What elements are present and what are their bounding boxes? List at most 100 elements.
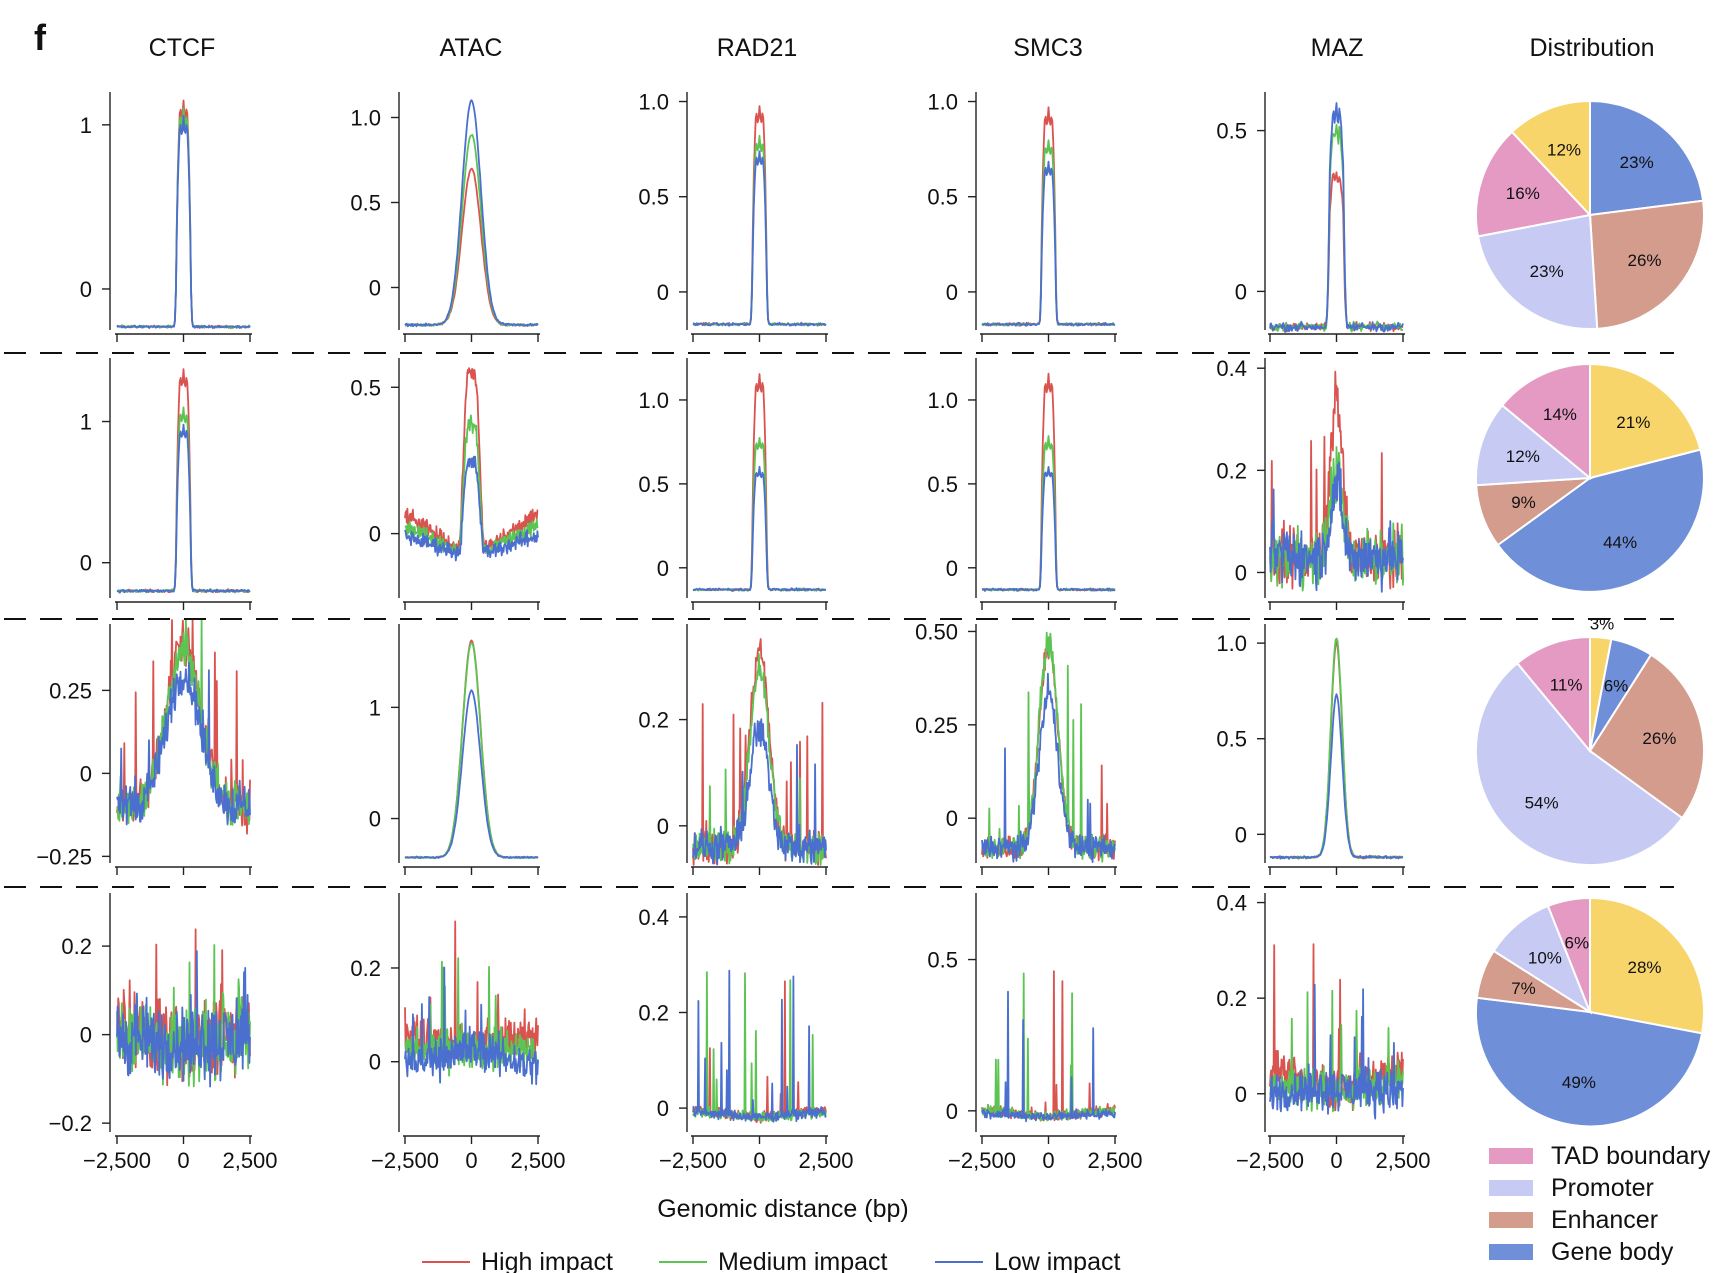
pie-slice-genebody: [1496, 448, 1705, 593]
panel-r1-ctcf: 01: [80, 92, 252, 342]
x-tick-label: −2,500: [371, 1148, 439, 1173]
y-tick-label: 0: [946, 806, 958, 831]
y-tick-label: 0.2: [1216, 458, 1247, 483]
series-line-medium: [116, 406, 251, 594]
x-tick-label: −2,500: [1236, 1148, 1304, 1173]
pie-label: 3%: [1590, 615, 1615, 634]
y-tick-label: −0.2: [49, 1111, 92, 1136]
pie-label: 16%: [1506, 184, 1540, 203]
panel-r4-rad21: 0 0.2 0.4 −2,500 0 2,500: [638, 893, 854, 1173]
series-line-low: [981, 672, 1116, 863]
y-tick-label: 0: [80, 761, 92, 786]
y-tick-label: 0.50: [915, 619, 958, 644]
series-line-low: [404, 455, 539, 562]
legend-label-promoter: Promoter: [1551, 1174, 1654, 1202]
y-tick-label: 0: [1235, 1082, 1247, 1107]
pie-label: 11%: [1550, 676, 1583, 695]
y-tick-label: 1.0: [927, 388, 958, 413]
y-tick-label: 0.5: [638, 185, 669, 210]
y-tick-label: 0.4: [1216, 891, 1247, 916]
series-line-low: [116, 950, 251, 1088]
pie-label: 44%: [1603, 533, 1637, 552]
series-line-low: [1269, 102, 1404, 333]
panel-r2-maz: 0 0.2 0.4: [1216, 356, 1405, 610]
y-tick-label: 0: [946, 280, 958, 305]
series-line-medium: [116, 107, 251, 330]
y-tick-label: 0.25: [915, 713, 958, 738]
y-tick-label: 1.0: [927, 90, 958, 115]
y-tick-label: 0: [369, 807, 381, 832]
y-tick-label: 0: [369, 276, 381, 301]
column-title-rad21: RAD21: [717, 34, 798, 62]
panel-r1-maz: 00.5: [1216, 92, 1405, 342]
series-line-high: [404, 639, 539, 859]
series-line-low: [1269, 693, 1404, 860]
column-title-atac: ATAC: [440, 34, 503, 62]
series-line-low: [981, 160, 1116, 327]
x-tick-label: −2,500: [948, 1148, 1016, 1173]
pie-label: 28%: [1627, 958, 1661, 977]
y-tick-label: 0: [657, 1096, 669, 1121]
series-line-low: [404, 689, 538, 860]
legend-swatch-enhancer: [1489, 1212, 1533, 1228]
series-line-low: [1269, 461, 1404, 593]
panel-r3-smc3: 0 0.25 0.50: [915, 619, 1117, 875]
pie-slice-promoter: [1474, 403, 1593, 487]
panel-r4-maz: 0 0.2 0.4 −2,500 0 2,500: [1216, 891, 1430, 1173]
y-tick-label: 1: [369, 695, 381, 720]
pie-slice-promoter: [1476, 213, 1599, 331]
y-tick-label: 0.5: [350, 375, 381, 400]
pie-charts: 23% 26% 23% 16% 12% 21% 44% 9% 12% 14% 3% 6% 26% 54% 1…: [1474, 99, 1706, 1128]
series-line-medium: [404, 133, 539, 327]
panel-r2-ctcf: 01: [80, 358, 252, 610]
y-tick-label: 0.2: [350, 956, 381, 981]
series-line-low: [404, 99, 539, 328]
x-tick-label: 0: [1330, 1148, 1342, 1173]
pie-label: 9%: [1511, 493, 1536, 512]
x-tick-label: 2,500: [510, 1148, 565, 1173]
plot-grid: 0100.51.000.51.000.51.000.50100.500.51.0…: [4, 90, 1674, 1173]
y-tick-label: 1.0: [638, 388, 669, 413]
y-tick-label: 0.25: [49, 678, 92, 703]
pie-label: 6%: [1604, 676, 1629, 695]
series-line-medium: [981, 435, 1116, 592]
pie-slice-tad: [1475, 130, 1592, 238]
legend-label-enhancer: Enhancer: [1551, 1206, 1658, 1234]
y-tick-label: 0: [369, 1050, 381, 1075]
series-line-high: [404, 167, 539, 327]
pie-label: 26%: [1642, 729, 1676, 748]
series-line-medium: [981, 972, 1116, 1122]
y-tick-label: 0.5: [1216, 727, 1247, 752]
panel-r3-ctcf: −0.25 0 0.25: [36, 619, 252, 875]
x-tick-label: 0: [465, 1148, 477, 1173]
series-line-high: [981, 970, 1116, 1122]
panel-r1-smc3: 0 0.5 1.0: [927, 90, 1117, 342]
line-legend: High impact Medium impact Low impact: [422, 1248, 1120, 1273]
pie-label: 12%: [1506, 447, 1540, 466]
y-tick-label: 0: [369, 522, 381, 547]
pie-r4: 28% 49% 7% 10%6%: [1474, 896, 1705, 1128]
y-tick-label: 0: [80, 551, 92, 576]
column-title-maz: MAZ: [1311, 34, 1364, 62]
pie-slice-enhancer: [1588, 653, 1706, 820]
series-line-high: [404, 367, 539, 552]
legend-label-medium: Medium impact: [718, 1248, 888, 1273]
y-tick-label: −0.25: [36, 844, 92, 869]
x-tick-label: −2,500: [83, 1148, 151, 1173]
y-tick-label: 0.5: [927, 185, 958, 210]
y-tick-label: 0: [946, 556, 958, 581]
legend-label-high: High impact: [481, 1248, 613, 1273]
series-line-medium: [692, 971, 827, 1123]
pie-slice-tad: [1515, 635, 1591, 754]
y-tick-label: 1.0: [1216, 631, 1247, 656]
y-tick-label: 0.4: [638, 905, 669, 930]
y-tick-label: 1: [80, 113, 92, 138]
pie-slice-tad: [1500, 362, 1591, 481]
series-line-medium: [404, 642, 539, 860]
pie-slice-tad: [1546, 896, 1591, 1013]
pie-label: 10%: [1528, 949, 1562, 968]
pie-r1: 23% 26% 23% 16% 12%: [1475, 99, 1705, 331]
series-line-medium: [404, 414, 539, 556]
series-line-medium: [692, 437, 826, 592]
pie-label: 14%: [1543, 405, 1577, 424]
